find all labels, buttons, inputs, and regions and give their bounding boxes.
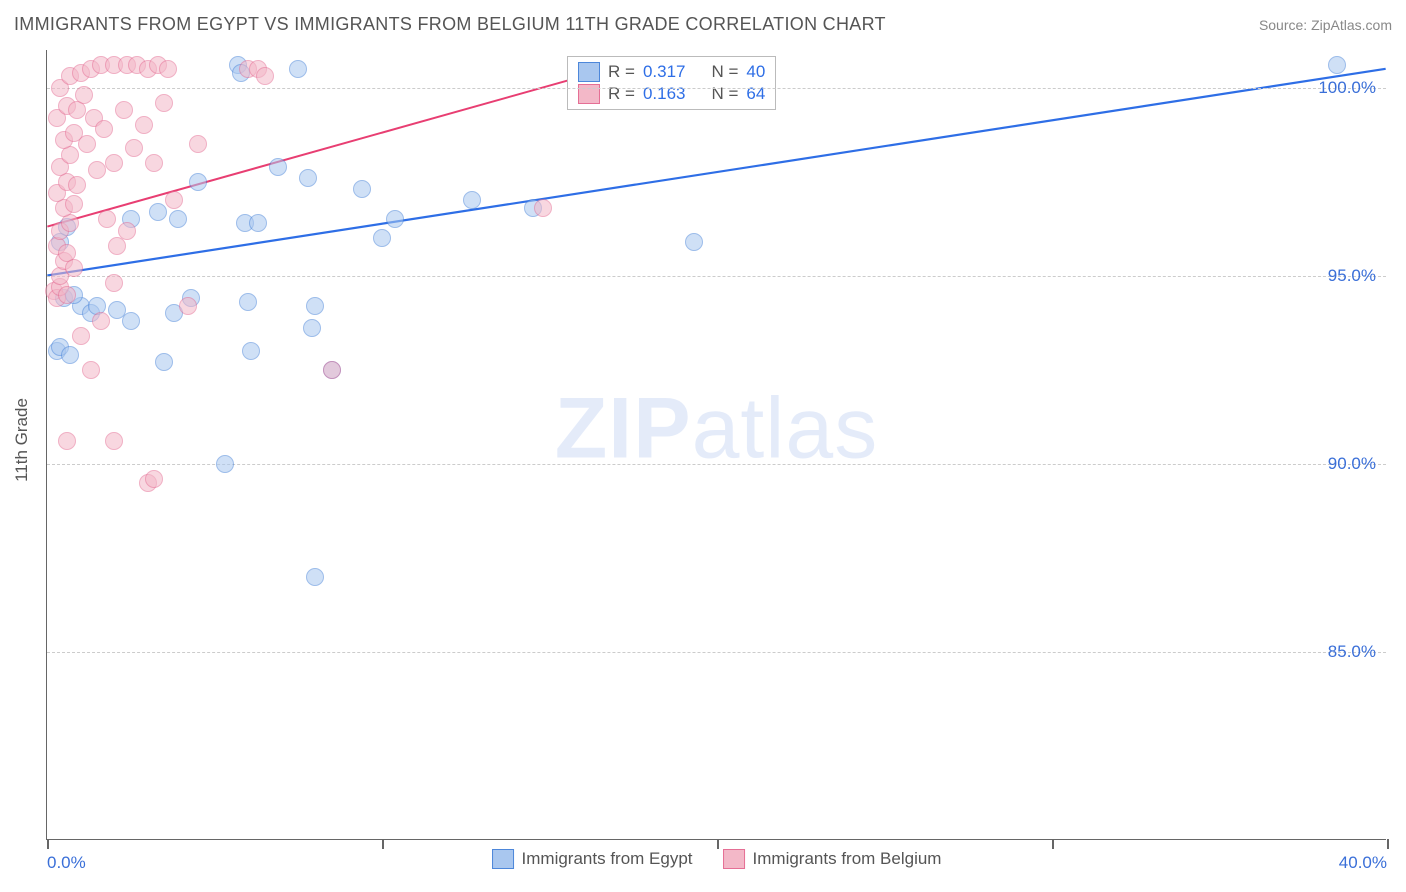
legend-bottom-item: Immigrants from Egypt [492,849,693,869]
data-point [299,169,317,187]
x-tick-label: 0.0% [47,853,86,873]
data-point [61,346,79,364]
data-point [249,214,267,232]
data-point [242,342,260,360]
data-point [65,195,83,213]
data-point [239,293,257,311]
y-tick-label: 85.0% [1328,642,1376,662]
x-tick [1387,839,1389,849]
legend-series-label: Immigrants from Egypt [522,849,693,869]
x-tick [47,839,49,849]
source-label: Source: ZipAtlas.com [1259,17,1392,33]
data-point [135,116,153,134]
data-point [1328,56,1346,74]
legend-bottom-item: Immigrants from Belgium [723,849,942,869]
x-tick [1052,839,1054,849]
data-point [303,319,321,337]
legend-top: R = 0.317 N = 40R =0.163N =64 [567,56,776,110]
data-point [165,191,183,209]
data-point [122,312,140,330]
data-point [95,120,113,138]
data-point [105,432,123,450]
data-point [463,191,481,209]
data-point [269,158,287,176]
legend-swatch [492,849,514,869]
data-point [179,297,197,315]
data-point [105,154,123,172]
y-tick-label: 100.0% [1318,78,1376,98]
data-point [58,432,76,450]
data-point [353,180,371,198]
legend-n-label: N = [711,62,738,82]
data-point [72,327,90,345]
data-point [155,94,173,112]
chart-plot-area: ZIPatlas R =0.317N =40R =0.163N =64 Immi… [46,50,1386,840]
data-point [65,259,83,277]
data-point [68,176,86,194]
legend-top-row: R = 0.317 N = 40 [578,61,765,83]
data-point [149,203,167,221]
data-point [169,210,187,228]
y-tick-label: 95.0% [1328,266,1376,286]
data-point [125,139,143,157]
x-tick [717,839,719,849]
data-point [82,361,100,379]
legend-bottom: Immigrants from Egypt Immigrants from Bel… [492,849,942,869]
data-point [145,470,163,488]
data-point [98,210,116,228]
data-point [145,154,163,172]
legend-r-value: 0.317 [643,62,686,82]
data-point [534,199,552,217]
data-point [75,86,93,104]
legend-top-row: R =0.163N =64 [578,83,765,105]
data-point [78,135,96,153]
data-point [189,135,207,153]
legend-r-label: R = [608,62,635,82]
x-tick-label: 40.0% [1339,853,1387,873]
data-point [118,222,136,240]
trend-lines-layer [47,50,1386,839]
data-point [189,173,207,191]
data-point [216,455,234,473]
data-point [92,312,110,330]
legend-swatch [578,62,600,82]
x-tick [382,839,384,849]
chart-title: IMMIGRANTS FROM EGYPT VS IMMIGRANTS FROM… [14,14,886,35]
data-point [105,274,123,292]
data-point [323,361,341,379]
data-point [88,161,106,179]
gridline-h [47,652,1386,653]
data-point [306,568,324,586]
data-point [685,233,703,251]
data-point [306,297,324,315]
y-axis-title: 11th Grade [12,398,32,482]
legend-series-label: Immigrants from Belgium [753,849,942,869]
legend-swatch [723,849,745,869]
data-point [58,286,76,304]
legend-n-value: 40 [746,62,765,82]
gridline-h [47,276,1386,277]
data-point [108,237,126,255]
gridline-h [47,464,1386,465]
gridline-h [47,88,1386,89]
y-tick-label: 90.0% [1328,454,1376,474]
data-point [373,229,391,247]
data-point [386,210,404,228]
data-point [256,67,274,85]
data-point [115,101,133,119]
data-point [289,60,307,78]
data-point [155,353,173,371]
data-point [159,60,177,78]
